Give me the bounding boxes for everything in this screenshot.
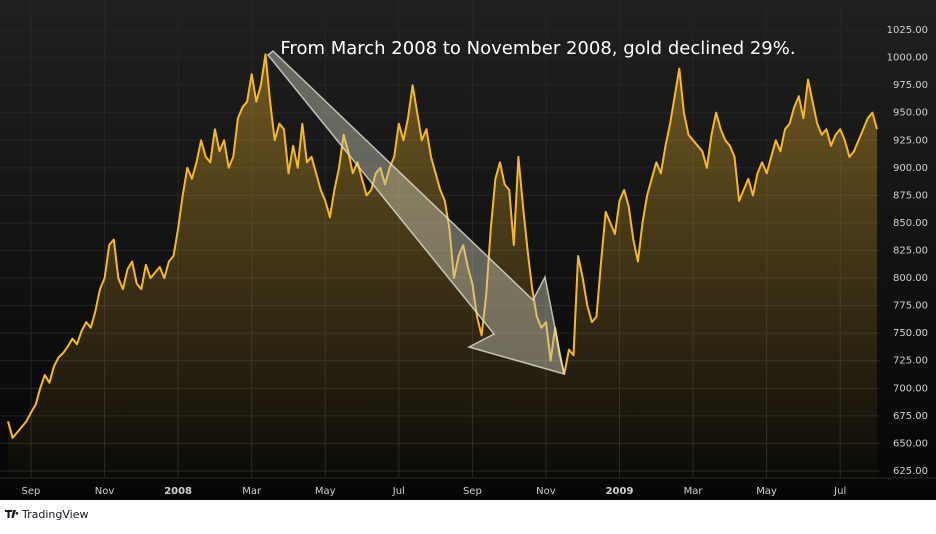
y-tick-label: 825.00 bbox=[893, 245, 928, 256]
x-tick-label: Sep bbox=[22, 486, 41, 497]
line bbox=[7, 53, 878, 439]
area bbox=[8, 54, 877, 479]
y-tick-label: 975.00 bbox=[893, 80, 928, 91]
x-tick-label: May bbox=[315, 486, 336, 497]
x-tick-label: Mar bbox=[684, 486, 704, 497]
y-tick-label: 950.00 bbox=[893, 108, 928, 119]
y-tick-label: 750.00 bbox=[893, 328, 928, 339]
x-tick-label: Nov bbox=[536, 486, 556, 497]
y-tick-label: 650.00 bbox=[893, 438, 928, 449]
y-tick-label: 700.00 bbox=[893, 383, 928, 394]
y-tick-label: 900.00 bbox=[893, 163, 928, 174]
x-tick-label: Sep bbox=[463, 486, 482, 497]
logo-icon bbox=[5, 510, 19, 518]
logo: TradingView bbox=[5, 508, 88, 521]
source: TradingView bbox=[21, 508, 88, 521]
x-tick-label: Jul bbox=[833, 486, 846, 497]
y-tick-label: 775.00 bbox=[893, 301, 928, 312]
x-tick-label: 2008 bbox=[164, 486, 192, 497]
x-tick-label: Nov bbox=[95, 486, 115, 497]
y-tick-label: 725.00 bbox=[893, 356, 928, 367]
annotation: From March 2008 to November 2008, gold d… bbox=[280, 38, 795, 59]
y-tick-label: 800.00 bbox=[893, 273, 928, 284]
x-tick-label: Mar bbox=[242, 486, 262, 497]
y-tick-label: 875.00 bbox=[893, 190, 928, 201]
x-tick-label: May bbox=[756, 486, 777, 497]
arrow bbox=[266, 50, 565, 376]
x-tick-label: Jul bbox=[392, 486, 405, 497]
y-tick-label: 675.00 bbox=[893, 411, 928, 422]
y-tick-label: 1025.00 bbox=[887, 25, 928, 36]
y-tick-label: 1000.00 bbox=[887, 53, 928, 64]
y-tick-label: 625.00 bbox=[893, 466, 928, 477]
y-tick-label: 850.00 bbox=[893, 218, 928, 229]
x-tick-label: 2009 bbox=[606, 486, 634, 497]
y-tick-label: 925.00 bbox=[893, 135, 928, 146]
